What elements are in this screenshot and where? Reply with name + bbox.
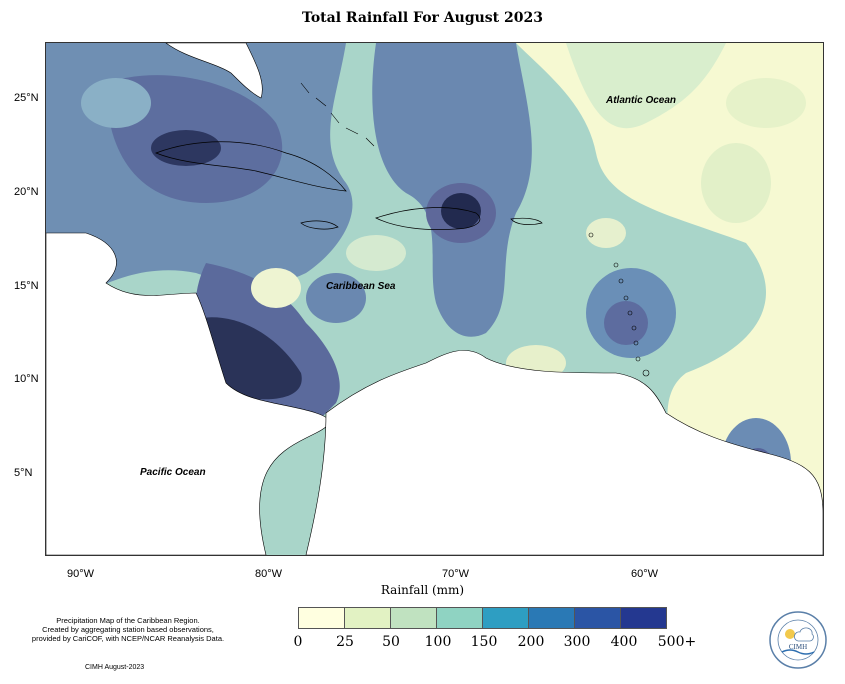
legend-bin-100-150 bbox=[436, 607, 483, 629]
legend-bin-50-100 bbox=[390, 607, 437, 629]
lat-label-25n: 25°N bbox=[14, 92, 39, 104]
atlantic-ocean-label: Atlantic Ocean bbox=[606, 95, 677, 106]
legend-tick: 500+ bbox=[657, 634, 697, 650]
legend-bin-200-300 bbox=[528, 607, 575, 629]
rainfall-map bbox=[45, 42, 824, 556]
map-title: Total Rainfall For August 2023 bbox=[302, 10, 543, 26]
lat-label-5n: 5°N bbox=[14, 467, 33, 479]
lon-label-80w: 80°W bbox=[255, 568, 283, 580]
lon-label-70w: 70°W bbox=[442, 568, 470, 580]
legend-bin-25-50 bbox=[344, 607, 391, 629]
legend-bin-400-500 bbox=[620, 607, 667, 629]
lon-label-90w: 90°W bbox=[67, 568, 95, 580]
lon-label-60w: 60°W bbox=[631, 568, 659, 580]
x-axis-label: Rainfall (mm) bbox=[380, 583, 465, 597]
lat-label-15n: 15°N bbox=[14, 280, 39, 292]
cimh-logo: CIMH bbox=[769, 611, 827, 669]
map-canvas bbox=[46, 43, 823, 555]
legend-tick: 400 bbox=[610, 634, 638, 650]
legend-tick: 150 bbox=[470, 634, 498, 650]
legend-tick: 200 bbox=[517, 634, 545, 650]
footer-credit: CIMH August-2023 bbox=[85, 664, 145, 671]
legend-tick: 25 bbox=[336, 634, 354, 650]
legend-tick: 0 bbox=[293, 634, 303, 650]
lat-label-20n: 20°N bbox=[14, 186, 39, 198]
rainfall-legend bbox=[298, 607, 667, 629]
lat-label-10n: 10°N bbox=[14, 373, 39, 385]
legend-bin-0-25 bbox=[298, 607, 345, 629]
legend-tick: 300 bbox=[563, 634, 591, 650]
legend-bin-300-400 bbox=[574, 607, 621, 629]
pacific-ocean-label: Pacific Ocean bbox=[140, 467, 206, 478]
legend-bin-150-200 bbox=[482, 607, 529, 629]
caribbean-sea-label: Caribbean Sea bbox=[326, 281, 396, 292]
map-caption: Precipitation Map of the Caribbean Regio… bbox=[31, 616, 225, 643]
legend-tick: 50 bbox=[382, 634, 400, 650]
logo-text: CIMH bbox=[789, 643, 807, 651]
legend-tick: 100 bbox=[424, 634, 452, 650]
